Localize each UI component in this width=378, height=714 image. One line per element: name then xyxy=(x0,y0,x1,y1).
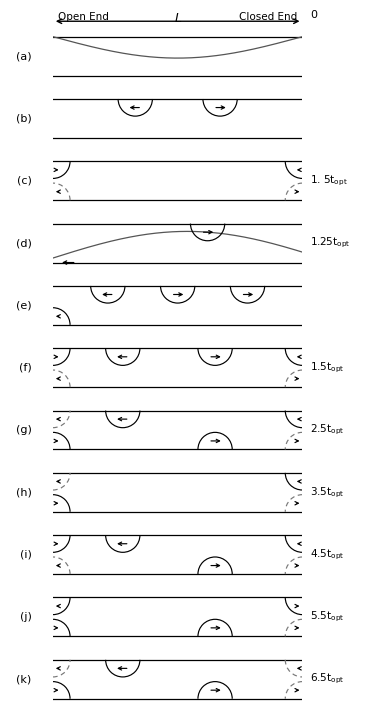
Text: Open End: Open End xyxy=(58,12,109,23)
Text: (h): (h) xyxy=(16,488,32,498)
Text: (f): (f) xyxy=(19,363,32,373)
Text: (g): (g) xyxy=(16,425,32,435)
Text: (c): (c) xyxy=(17,176,32,186)
Text: 3.5t$_{\rm opt}$: 3.5t$_{\rm opt}$ xyxy=(310,485,344,500)
Text: (i): (i) xyxy=(20,550,32,560)
Text: (j): (j) xyxy=(20,612,32,622)
Text: (e): (e) xyxy=(16,301,32,311)
Text: (a): (a) xyxy=(16,51,32,61)
Text: 5.5t$_{\rm opt}$: 5.5t$_{\rm opt}$ xyxy=(310,610,344,624)
Text: Closed End: Closed End xyxy=(239,12,297,23)
Text: 1. 5t$_{\rm opt}$: 1. 5t$_{\rm opt}$ xyxy=(310,174,347,188)
Text: 2.5t$_{\rm opt}$: 2.5t$_{\rm opt}$ xyxy=(310,423,344,437)
Text: 1.5t$_{\rm opt}$: 1.5t$_{\rm opt}$ xyxy=(310,361,344,375)
Text: (d): (d) xyxy=(16,238,32,248)
Text: 4.5t$_{\rm opt}$: 4.5t$_{\rm opt}$ xyxy=(310,548,344,562)
Text: (b): (b) xyxy=(16,114,32,124)
Text: 0: 0 xyxy=(310,10,317,20)
Text: 1.25t$_{\rm opt}$: 1.25t$_{\rm opt}$ xyxy=(310,236,350,251)
Text: 6.5t$_{\rm opt}$: 6.5t$_{\rm opt}$ xyxy=(310,672,344,686)
Text: (k): (k) xyxy=(17,674,32,684)
Text: $L$: $L$ xyxy=(174,12,182,26)
